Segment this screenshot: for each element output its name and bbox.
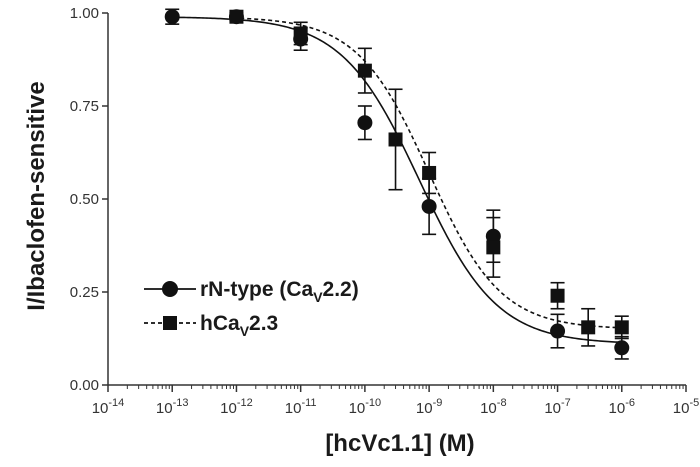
legend-label-subscript: V bbox=[313, 289, 323, 305]
y-tick-label: 0.00 bbox=[70, 377, 99, 394]
legend-marker-square bbox=[163, 316, 177, 330]
x-tick-label: 10-13 bbox=[156, 397, 189, 417]
x-tick-label: 10-7 bbox=[544, 397, 570, 417]
x-tick-label-base: 10 bbox=[156, 400, 173, 417]
x-tick-label-exponent: -5 bbox=[689, 397, 699, 409]
data-point-square bbox=[422, 165, 437, 180]
data-point-square bbox=[388, 132, 403, 147]
legend-label-suffix: 2.2) bbox=[323, 278, 359, 301]
data-point-square bbox=[293, 26, 308, 41]
legend-label-suffix: 2.3 bbox=[249, 312, 278, 335]
x-tick-label: 10-6 bbox=[609, 397, 635, 417]
y-tick-label: 0.50 bbox=[70, 191, 99, 208]
x-tick-label-base: 10 bbox=[416, 400, 433, 417]
y-axis-title: I/Ibaclofen-sensitive bbox=[23, 81, 50, 310]
legend: rN-type (CaV2.2)hCaV2.3 bbox=[144, 278, 359, 339]
data-point-circle bbox=[550, 323, 566, 339]
error-bars bbox=[165, 8, 629, 360]
x-tick-label: 10-12 bbox=[220, 397, 253, 417]
x-tick-label-exponent: -10 bbox=[365, 397, 381, 409]
y-tick-label: 1.00 bbox=[70, 5, 99, 22]
x-tick-label: 10-14 bbox=[92, 397, 125, 417]
legend-label-2: hCaV2.3 bbox=[200, 312, 278, 339]
x-tick-label-exponent: -6 bbox=[625, 397, 635, 409]
legend-label-main: hCa bbox=[200, 312, 240, 335]
x-tick-label: 10-9 bbox=[416, 397, 442, 417]
x-tick-label-base: 10 bbox=[285, 400, 302, 417]
x-tick-label-base: 10 bbox=[480, 400, 497, 417]
x-tick-label: 10-11 bbox=[285, 397, 317, 417]
data-point-circle bbox=[164, 9, 180, 25]
x-tick-label-base: 10 bbox=[220, 400, 237, 417]
y-tick-label: 0.25 bbox=[70, 284, 99, 301]
x-tick-label: 10-10 bbox=[349, 397, 382, 417]
data-point-circle bbox=[485, 228, 501, 244]
x-tick-label: 10-8 bbox=[480, 397, 506, 417]
legend-label-subscript: V bbox=[240, 323, 250, 339]
data-point-square bbox=[614, 320, 629, 335]
data-point-square bbox=[550, 288, 565, 303]
data-markers bbox=[164, 9, 630, 356]
legend-label-main: rN-type (Ca bbox=[200, 278, 314, 301]
y-tick-label: 0.75 bbox=[70, 98, 99, 115]
data-point-circle bbox=[421, 198, 437, 214]
x-tick-label-exponent: -8 bbox=[497, 397, 507, 409]
x-tick-label-exponent: -7 bbox=[561, 397, 571, 409]
x-tick-label-exponent: -9 bbox=[433, 397, 443, 409]
x-tick-label: 10-5 bbox=[673, 397, 699, 417]
legend-marker-circle bbox=[162, 281, 178, 297]
x-tick-label-base: 10 bbox=[92, 400, 109, 417]
x-tick-label-exponent: -14 bbox=[108, 397, 124, 409]
x-tick-label-exponent: -12 bbox=[237, 397, 253, 409]
x-tick-label-exponent: -11 bbox=[301, 397, 316, 409]
x-tick-label-base: 10 bbox=[544, 400, 561, 417]
x-tick-label-base: 10 bbox=[609, 400, 626, 417]
x-tick-label-base: 10 bbox=[349, 400, 366, 417]
x-tick-label-base: 10 bbox=[673, 400, 690, 417]
data-point-square bbox=[229, 9, 244, 24]
data-point-circle bbox=[614, 340, 630, 356]
data-point-square bbox=[486, 240, 501, 255]
x-axis-title: [hcVc1.1] (M) bbox=[325, 430, 474, 457]
data-point-square bbox=[357, 63, 372, 78]
data-point-square bbox=[581, 320, 596, 335]
x-tick-label-exponent: -13 bbox=[173, 397, 189, 409]
data-point-circle bbox=[357, 115, 373, 131]
legend-label-1: rN-type (CaV2.2) bbox=[200, 278, 359, 305]
